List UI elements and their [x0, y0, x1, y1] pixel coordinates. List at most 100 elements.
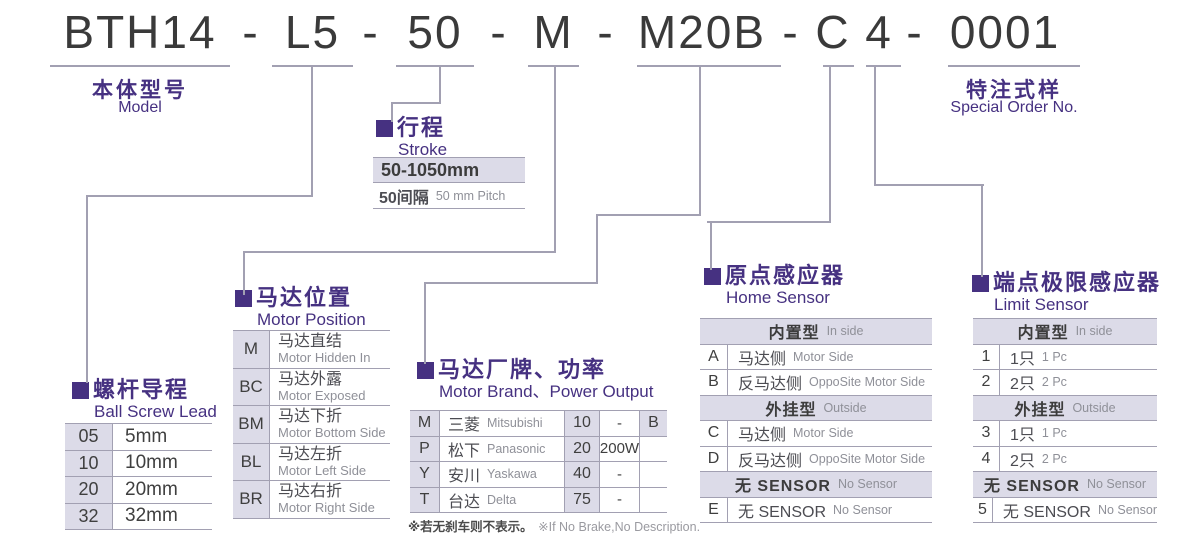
- group-header-cn: 内置型: [1017, 325, 1069, 343]
- value-cell: 2只 2 Pc: [1000, 370, 1157, 395]
- segment-underline: [823, 65, 854, 67]
- brake-note-en: ※If No Brake,No Description.: [538, 520, 701, 534]
- stroke-range: 50-1050mm: [381, 159, 480, 180]
- table-row: 5 无 SENSOR No Sensor: [973, 497, 1157, 523]
- model-label-cn: 本体型号: [92, 79, 188, 102]
- bullet-square-icon: [417, 362, 434, 379]
- connector-line: [874, 184, 984, 186]
- model-segment-stroke: 50: [407, 6, 463, 58]
- value-cell: 反马达侧 OppoSite Motor Side: [728, 447, 932, 472]
- model-label-en: Model: [118, 99, 162, 116]
- value-cell: 马达侧 Motor Side: [728, 421, 932, 446]
- brake-note-cn: ※若无刹车则不表示。: [408, 520, 533, 534]
- brand-en: Yaskawa: [487, 467, 537, 482]
- special-label-cn: 特注式样: [966, 79, 1062, 102]
- table-row: 1 1只 1 Pc: [973, 344, 1157, 370]
- code-cell: 4: [973, 446, 1000, 471]
- value-cell: 马达右折 Motor Right Side: [270, 481, 390, 518]
- connector-line: [391, 102, 393, 122]
- motor-position-cn: 马达直结: [278, 333, 343, 351]
- brake-cell: B: [640, 411, 667, 436]
- table-row: 50间隔 50 mm Pitch: [373, 183, 525, 209]
- table-row: 10 10mm: [65, 450, 212, 477]
- motor-position-cn: 马达右折: [278, 483, 343, 501]
- connector-line: [596, 214, 598, 284]
- connector-line: [439, 65, 441, 104]
- table-row: 50-1050mm: [373, 158, 525, 183]
- sensor-option-en: 1 Pc: [1041, 426, 1067, 441]
- motor-position-en: Motor Left Side: [278, 462, 367, 478]
- connector-line: [243, 251, 245, 295]
- brand-name-cell: 松下 Panasonic: [440, 436, 565, 461]
- bullet-square-icon: [235, 290, 252, 307]
- table-row: 2 2只 2 Pc: [973, 370, 1157, 396]
- sensor-option-en: 1 Pc: [1041, 349, 1067, 364]
- connector-line: [707, 221, 831, 223]
- code-cell: BR: [233, 481, 270, 518]
- table-header-row: 无 SENSOR No Sensor: [973, 472, 1157, 498]
- model-separator: -: [782, 6, 800, 58]
- motor-position-cn: 马达左折: [278, 445, 343, 463]
- table-row: 32 32mm: [65, 503, 212, 530]
- connector-line: [829, 65, 831, 223]
- brand-code-cell: Y: [410, 462, 440, 487]
- brand-cn: 三菱: [448, 417, 481, 435]
- connector-line: [424, 282, 598, 284]
- group-header-en: Outside: [823, 400, 867, 415]
- connector-line: [981, 184, 983, 277]
- motor-position-en: Motor Exposed: [278, 387, 366, 403]
- value-cell: 马达外露 Motor Exposed: [270, 369, 390, 406]
- code-cell: 32: [65, 503, 113, 529]
- value-cell: 1只 1 Pc: [1000, 421, 1157, 446]
- value-cell: 马达侧 Motor Side: [728, 345, 932, 370]
- motor-position-cn: 马达下折: [278, 408, 343, 426]
- connector-line: [699, 65, 701, 216]
- segment-underline: [866, 65, 901, 67]
- section-header-motor-brand: 马达厂牌、功率 Motor Brand、Power Output: [417, 358, 653, 402]
- sensor-option-en: 2 Pc: [1041, 375, 1067, 390]
- model-segment-lead: L5: [284, 6, 341, 58]
- value-cell: 1只 1 Pc: [1000, 345, 1157, 370]
- table-row: 20 20mm: [65, 477, 212, 504]
- segment-underline: [396, 65, 474, 67]
- brake-cell: [640, 488, 667, 513]
- group-header-en: No Sensor: [1086, 477, 1147, 492]
- connector-line: [86, 195, 88, 383]
- table-header-row: 无 SENSOR No Sensor: [700, 472, 932, 498]
- section-header-motor-position: 马达位置 Motor Position: [235, 286, 366, 330]
- sensor-option-cn: 马达侧: [738, 350, 787, 368]
- table-row: BC 马达外露 Motor Exposed: [233, 368, 390, 406]
- brand-name-cell: 安川 Yaskawa: [440, 462, 565, 487]
- segment-underline: [528, 65, 579, 67]
- table-row: BM 马达下折 Motor Bottom Side: [233, 406, 390, 444]
- section-title-en: Limit Sensor: [994, 295, 1089, 314]
- code-cell: M: [233, 331, 270, 368]
- code-cell: BL: [233, 443, 270, 480]
- value-cell: 马达直结 Motor Hidden In: [270, 331, 390, 368]
- section-header-ball-screw-lead: 螺杆导程 Ball Screw Lead: [72, 378, 217, 422]
- table-row: M 马达直结 Motor Hidden In: [233, 331, 390, 369]
- sensor-option-en: 2 Pc: [1041, 451, 1067, 466]
- power-code-cell: 20: [565, 436, 600, 461]
- brake-cell: [640, 462, 667, 487]
- stroke-pitch-en: 50 mm Pitch: [435, 188, 506, 203]
- brake-cell: [640, 437, 667, 462]
- code-cell: 1: [973, 344, 1000, 369]
- group-header-cn: 无 SENSOR: [734, 478, 831, 496]
- group-header-en: In side: [826, 324, 864, 339]
- brand-cn: 松下: [448, 442, 481, 460]
- value-cell: 10mm: [125, 452, 178, 474]
- table-row: B 反马达侧 OppoSite Motor Side: [700, 370, 932, 396]
- code-cell: 3: [973, 421, 1000, 446]
- table-row: P 松下 Panasonic 20 200W: [410, 436, 667, 462]
- value-cell: 马达左折 Motor Left Side: [270, 444, 390, 481]
- table-row: 05 5mm: [65, 424, 212, 451]
- connector-line: [596, 214, 701, 216]
- section-title-cn: 马达位置: [256, 285, 353, 310]
- model-segment-limit-sensor: 4: [865, 6, 893, 58]
- sensor-option-cn: 无 SENSOR: [1002, 503, 1091, 521]
- section-header-home-sensor: 原点感应器 Home Sensor: [704, 264, 845, 308]
- sensor-option-cn: 2只: [1010, 376, 1035, 394]
- code-cell: BC: [233, 368, 270, 405]
